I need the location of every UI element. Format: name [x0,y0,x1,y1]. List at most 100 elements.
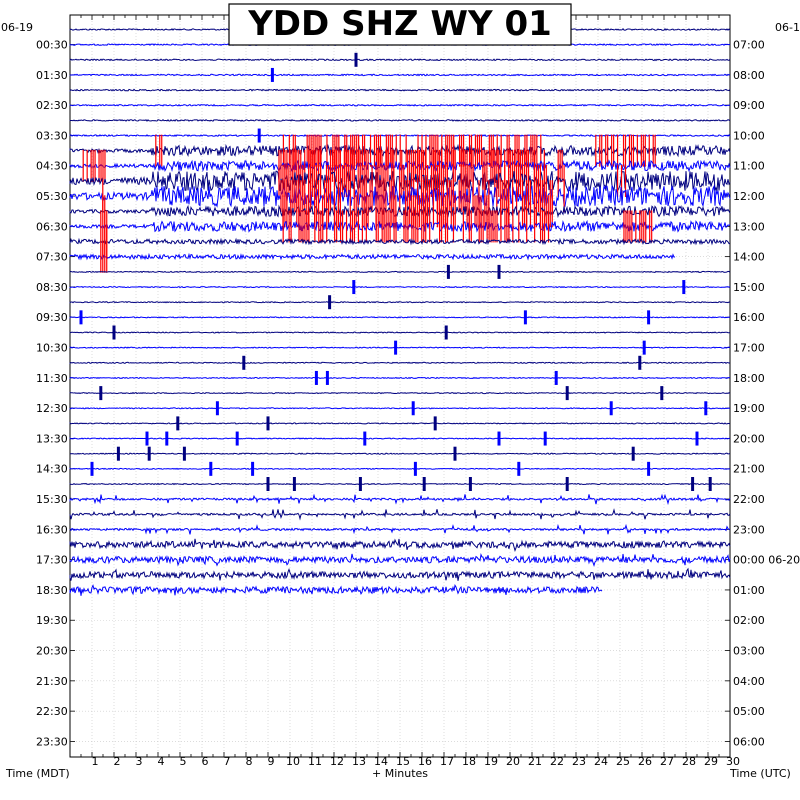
x-tick-label: 10 [286,755,300,768]
trace-line [69,237,730,246]
title-box [228,3,572,46]
x-tick-label: 16 [418,755,432,768]
trace-line [69,88,731,92]
axis-labels: 1 2 3 4 5 6 7 8 9 10 11 12 13 14 15 16 17 18 19 20 21 22 23 24 2… [36,39,800,768]
trace-line [69,316,731,319]
x-tick-label: 26 [638,755,652,768]
left-row-label: 13:30 [36,432,68,445]
x-tick-label: 15 [396,755,410,768]
x-tick-label: 6 [202,755,209,768]
right-row-label: 07:00 [733,39,765,52]
left-row-label: 22:30 [36,705,68,718]
right-row-label: 08:00 [733,69,765,82]
x-tick-label: 13 [352,755,366,768]
x-tick-label: 14 [374,755,388,768]
right-row-label: 06:00 [733,735,765,748]
trace-line [69,437,731,440]
right-row-label: 03:00 [733,645,765,658]
left-axis-title: Time (MDT) [5,767,70,780]
x-tick-label: 23 [572,755,586,768]
left-row-label: 00:30 [36,39,68,52]
trace-line [69,73,730,77]
trace-line [69,346,731,349]
trace-line [69,270,731,274]
left-row-label: 11:30 [36,372,68,385]
x-tick-label: 30 [726,755,740,768]
x-tick-label: 2 [114,755,121,768]
right-row-label: 21:00 [733,463,765,476]
x-tick-label: 7 [224,755,231,768]
trace-line [69,143,731,158]
x-tick-label: 29 [704,755,718,768]
trace-line [69,103,731,107]
right-row-label: 12:00 [733,190,765,203]
trace-line [69,482,731,486]
left-row-label: 19:30 [36,614,68,627]
right-row-label: 01:00 [733,584,765,597]
x-tick-label: 8 [246,755,253,768]
trace-line [69,376,731,380]
x-tick-label: 20 [506,755,520,768]
x-tick-label: 9 [268,755,275,768]
x-axis-title: + Minutes [372,767,428,780]
x-tick-label: 1 [92,755,99,768]
trace-line [70,452,731,455]
x-tick-label: 27 [660,755,674,768]
trace-line [69,58,731,62]
trace-line [69,493,731,506]
x-tick-label: 22 [550,755,564,768]
trace-line [69,301,731,304]
x-tick-label: 17 [440,755,454,768]
x-tick-label: 5 [180,755,187,768]
right-row-label: 04:00 [733,675,765,688]
left-row-label: 12:30 [36,402,68,415]
left-row-label: 07:30 [36,251,68,264]
right-row-label: 15:00 [733,281,765,294]
trace-line [69,118,731,122]
right-row-label: 19:00 [733,402,765,415]
left-row-label: 08:30 [36,281,68,294]
right-date-label: 06-19 [775,21,800,34]
right-row-label: 05:00 [733,705,765,718]
trace-line [69,331,731,334]
x-tick-label: 19 [484,755,498,768]
left-row-label: 02:30 [36,99,68,112]
left-row-label: 04:30 [36,160,68,173]
trace-line [69,219,731,233]
right-row-label: 14:00 [733,251,765,264]
right-row-label: 23:00 [733,523,765,536]
x-tick-label: 11 [308,755,322,768]
left-row-label: 06:30 [36,220,68,233]
right-row-label: 11:00 [733,160,765,173]
trace-line [69,407,731,410]
left-row-label: 23:30 [36,735,68,748]
left-row-label: 10:30 [36,342,68,355]
chart-title: YDD SHZ WY 01 [247,4,552,44]
x-tick-label: 25 [616,755,630,768]
left-row-label: 05:30 [36,190,68,203]
chart-grid [69,14,731,758]
trace-line [69,134,731,137]
right-row-label: 00:00 06-20 [733,554,800,567]
trace-line [69,538,731,552]
trace-line [69,584,603,596]
left-row-label: 17:30 [36,554,68,567]
left-row-label: 21:30 [36,675,68,688]
trace-line [69,391,731,395]
right-axis-title: Time (UTC) [729,767,791,780]
trace-line [69,567,731,581]
x-tick-label: 21 [528,755,542,768]
right-row-label: 16:00 [733,311,765,324]
right-row-label: 20:00 [733,432,765,445]
trace-line [69,285,731,289]
trace-line [69,252,676,261]
right-row-label: 22:00 [733,493,765,506]
left-date-label: 06-19 [1,21,33,34]
trace-line [69,508,731,521]
trace-line [69,553,731,568]
right-row-label: 10:00 [733,129,765,142]
right-row-label: 18:00 [733,372,765,385]
right-row-label: 13:00 [733,220,765,233]
trace-line [69,204,731,219]
